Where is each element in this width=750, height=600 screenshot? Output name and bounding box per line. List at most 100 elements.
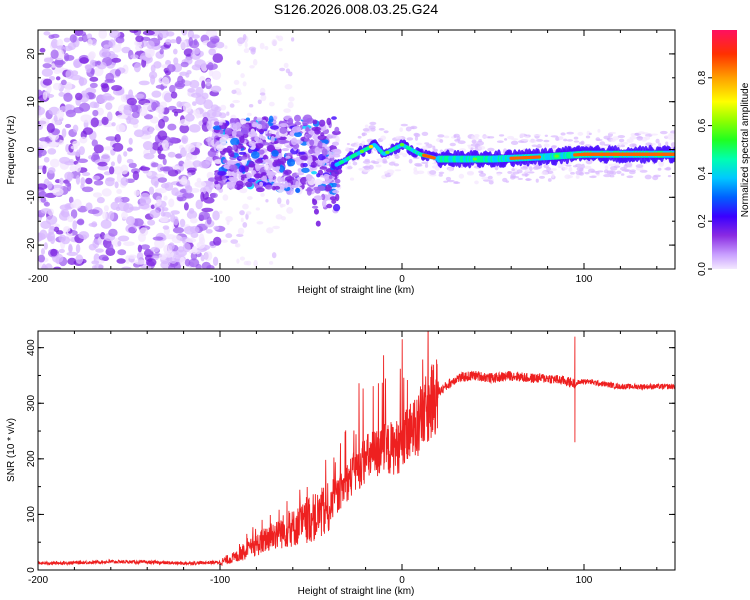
- spectrogram-cell: [621, 168, 630, 172]
- spectrogram-cell: [219, 137, 228, 144]
- spectrogram-cell: [120, 176, 129, 186]
- spectrogram-cell: [394, 169, 402, 172]
- spectrogram-cell: [308, 148, 314, 155]
- spectrogram-cell: [155, 106, 164, 114]
- spectrogram-cell: [168, 242, 175, 251]
- spectrogram-cell: [250, 151, 260, 159]
- snr-y-tick-label: 300: [26, 394, 37, 411]
- spectrogram-cell: [101, 188, 112, 197]
- spectrogram-cell: [132, 218, 144, 227]
- snr-y-axis-label: SNR (10 * v/v): [6, 418, 17, 482]
- spectrogram-cell: [254, 143, 264, 149]
- spectrogram-cell: [334, 178, 341, 184]
- spectrogram-cell: [265, 227, 274, 234]
- spectrogram-cell: [400, 123, 408, 127]
- spectrogram-cell: [128, 137, 133, 145]
- spectrogram-cell: [535, 164, 543, 170]
- spectrogram-cell: [184, 258, 191, 267]
- spectrogram-cell: [59, 177, 64, 185]
- spectrogram-cell: [328, 175, 333, 179]
- spectrogram-cell: [655, 138, 660, 144]
- spectrogram-cell: [179, 188, 188, 193]
- spectrogram-cell: [453, 181, 459, 184]
- spectrogram-cell: [50, 142, 59, 147]
- colorbar-label: Normalized spectral amplitude: [740, 82, 750, 217]
- spectrogram-cell: [494, 165, 499, 171]
- spectrogram-cell: [159, 101, 167, 109]
- spectrogram-cell: [43, 156, 50, 163]
- spectrogram-cell: [603, 135, 611, 140]
- spectrogram-cell: [114, 198, 123, 203]
- spectrogram-cell: [39, 117, 50, 127]
- spectrogram-cell: [429, 170, 437, 175]
- spectrogram-cell: [437, 134, 445, 138]
- spectrogram-cell: [65, 109, 76, 118]
- spectrogram-cell: [362, 160, 371, 164]
- spectrogram-cell: [268, 261, 274, 265]
- spectrogram-cell: [657, 167, 662, 171]
- spectrogram-cell: [141, 125, 154, 135]
- spectrogram-cell: [273, 115, 278, 121]
- spectrogram-cell: [92, 175, 101, 180]
- spectrogram-cell: [38, 191, 47, 198]
- spectrogram-cell: [235, 243, 239, 248]
- spectrogram-cell: [96, 94, 108, 104]
- spectrogram-cell: [198, 233, 205, 243]
- spectrogram-cell: [507, 135, 515, 140]
- spectrogram-cell: [72, 140, 81, 147]
- spectrogram-cell: [59, 156, 71, 164]
- spectrogram-cell: [150, 74, 156, 85]
- spectrogram-cell: [302, 162, 308, 168]
- spectrogram-cell: [212, 256, 219, 267]
- spectrogram-cell: [171, 187, 179, 196]
- spectrogram-cell: [487, 175, 493, 180]
- spectrogram-cell: [529, 166, 533, 172]
- spectrogram-cell: [293, 131, 302, 138]
- spectrogram-cell: [279, 140, 290, 144]
- spectrogram-cell: [53, 69, 61, 74]
- spectrogram-cell: [544, 134, 548, 138]
- spectrogram-cell: [240, 217, 244, 223]
- spectrogram-cell: [192, 47, 201, 55]
- spectrogram-cell: [629, 136, 637, 140]
- spectrogram-cell: [281, 148, 290, 152]
- spectrogram-cell: [237, 37, 245, 44]
- spectrogram-cell: [78, 77, 88, 86]
- spectrogram-cell: [191, 245, 198, 255]
- spectrogram-cell: [105, 102, 113, 111]
- spectrogram-cell: [182, 192, 194, 199]
- spectrogram-cell: [525, 178, 532, 181]
- spectrogram-cell: [362, 127, 370, 132]
- spectrogram-cell: [232, 99, 241, 104]
- spectrogram-cell: [424, 163, 429, 168]
- spectrogram-cell: [70, 145, 78, 150]
- spectrogram-cell: [291, 126, 302, 133]
- spectrogram-cell: [487, 136, 495, 139]
- spectrogram-cell: [477, 145, 486, 150]
- spectrogram-cell: [216, 144, 225, 152]
- spectrogram-cell: [228, 150, 235, 157]
- spectrogram-cell: [91, 38, 97, 46]
- spectrogram-cell: [116, 114, 128, 119]
- spectrogram-cell: [66, 215, 74, 223]
- spectrogram-cell: [169, 84, 176, 93]
- spectrogram-cell: [70, 209, 78, 219]
- spectrogram-cell: [201, 92, 209, 100]
- spectrogram-cell: [97, 161, 108, 167]
- spectrogram-cell: [85, 177, 93, 185]
- spectrogram-cell: [478, 172, 487, 177]
- spectrogram-cell: [173, 261, 182, 269]
- spectrogram-cell: [200, 254, 205, 262]
- spectrogram-cell: [180, 39, 187, 50]
- spectrogram-cell: [653, 174, 661, 178]
- spectrogram-cell: [243, 260, 249, 266]
- spectrogram-cell: [67, 151, 78, 156]
- spectrogram-cell: [207, 61, 214, 71]
- spectrogram-cell: [200, 191, 205, 202]
- snr-line-layer: [38, 331, 675, 567]
- spectrogram-y-axis-label: Frequency (Hz): [6, 116, 17, 185]
- spectrogram-cell: [116, 172, 122, 183]
- spectrogram-cell: [562, 166, 568, 171]
- spectrogram-cell: [163, 195, 168, 201]
